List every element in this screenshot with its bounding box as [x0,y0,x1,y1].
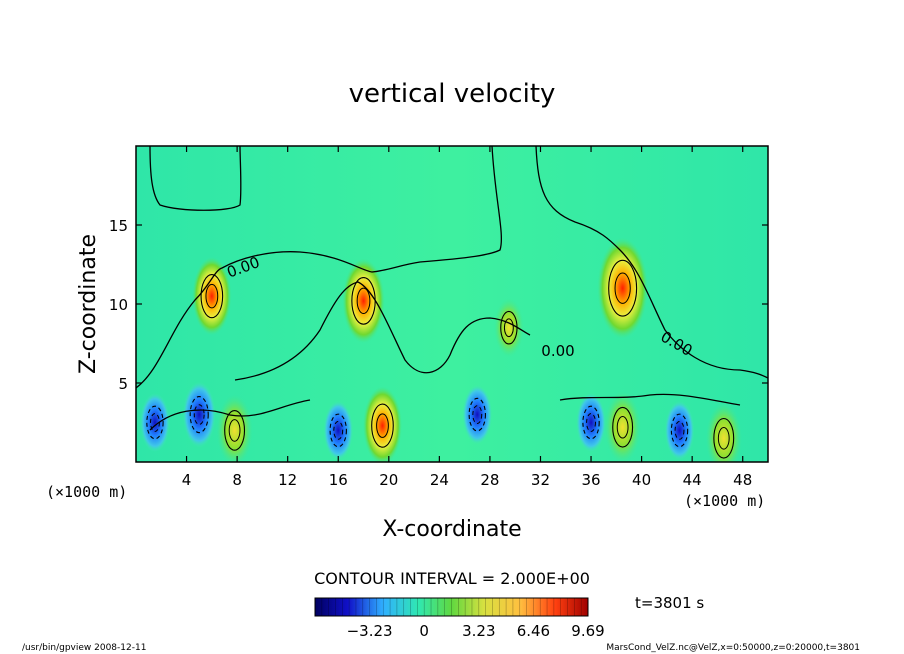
x-tick-label: 40 [632,471,651,489]
updraft-blob [216,394,253,462]
contour-ring [616,415,629,439]
updraft-blob [604,391,641,462]
y-axis-label: Z-coordinate [76,234,101,374]
x-tick-label: 36 [581,471,600,489]
contour-ring [582,405,600,440]
updraft-blob [705,402,742,462]
x-tick-label: 24 [430,471,449,489]
contour-ring [612,406,634,448]
contour-ring [717,427,730,450]
updraft-blob [494,298,524,358]
downdraft-blob [576,392,606,453]
x-unit-left: (×1000 m) [46,483,127,501]
colorbar-tick-label: 0 [419,622,429,640]
contour-ring [674,421,685,440]
y-axis-ticks: 5 10 15 [109,217,768,393]
colorbar-tick-label: −3.23 [347,622,393,640]
contour-ring [224,410,246,451]
y-tick-label: 10 [109,296,128,314]
contour-ring [670,413,689,448]
contour-line [559,393,741,406]
contour-line [149,399,311,431]
contour-ring [356,287,371,315]
contour-ring [586,413,596,432]
downdraft-blob [182,381,216,448]
downdraft-blob [462,385,493,445]
updraft-blob [342,258,385,344]
contour-ring [333,421,344,440]
contour-ring [608,259,638,317]
x-unit-right: (×1000 m) [684,492,765,510]
contour-line [149,146,242,211]
downdraft-blob [664,400,695,460]
x-tick-label: 20 [379,471,398,489]
contour-ring [376,413,389,438]
x-axis-label: X-coordinate [382,517,521,542]
x-tick-label: 16 [329,471,348,489]
downdraft-blob [323,400,354,460]
field-features [140,237,742,462]
x-tick-label: 8 [232,471,242,489]
contour-ring [228,419,241,442]
y-tick-label: 15 [109,217,128,235]
contour-ring [713,417,735,459]
contour-lines [136,146,768,431]
colorbar: −3.23 0 3.23 6.46 9.69 [314,597,605,640]
x-axis-ticks: 4 8 12 16 20 24 28 32 36 40 44 48 [182,146,752,489]
updraft-blob [597,237,648,339]
y-tick-label: 5 [118,375,128,393]
contour-line [136,146,503,389]
colorbar-fill [314,597,589,617]
plot-area: 0.000.00 0.00 [135,145,769,463]
contour-ring [189,396,209,434]
colorbar-stripes [321,598,582,616]
contour-line [234,281,531,381]
colorbar-ticks: −3.23 0 3.23 6.46 9.69 [347,622,605,640]
colorbar-tick-label: 6.46 [517,622,550,640]
colorbar-tick-label: 3.23 [462,622,495,640]
footer-left: /usr/bin/gpview 2008-12-11 [22,643,146,653]
contour-ring [503,318,514,338]
contour-ring [468,397,486,432]
downdraft-blob [140,392,170,453]
contour-label: 0.00 [541,342,574,360]
contour-ring [371,403,394,448]
x-tick-label: 32 [531,471,550,489]
x-tick-label: 4 [182,471,192,489]
contour-ring [200,273,224,319]
x-tick-label: 48 [733,471,752,489]
footer-right: MarsCond_VelZ.nc@VelZ,x=0:50000,z=0:2000… [606,643,860,653]
contour-ring [205,283,219,309]
x-tick-label: 28 [480,471,499,489]
colorbar-tick-label: 9.69 [571,622,604,640]
contour-ring [146,405,164,440]
contour-ring [193,404,205,425]
x-tick-label: 44 [683,471,702,489]
contour-ring [472,405,483,424]
updraft-blob [192,256,232,336]
contour-ring [329,413,347,448]
contour-line [535,146,768,379]
x-tick-label: 12 [278,471,297,489]
updraft-blob [362,386,403,462]
contour-interval: CONTOUR INTERVAL = 2.000E+00 [314,569,590,588]
contour-ring [614,272,631,304]
chart-title: vertical velocity [349,79,556,109]
time-label: t=3801 s [635,594,704,612]
